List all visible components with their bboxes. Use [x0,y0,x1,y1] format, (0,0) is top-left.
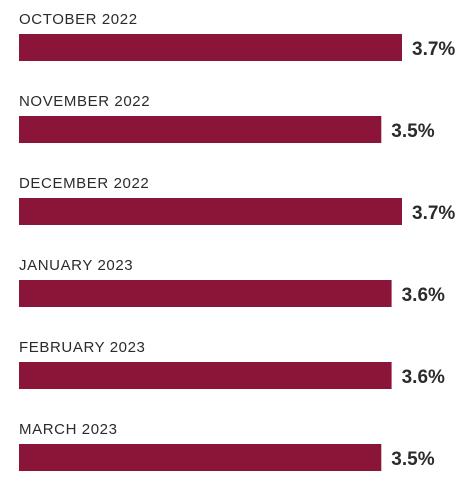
bar [19,444,382,471]
category-label: DECEMBER 2022 [19,175,149,192]
value-label: 3.5% [391,121,434,142]
category-label: MARCH 2023 [19,421,118,438]
category-label: JANUARY 2023 [19,257,133,274]
category-label: NOVEMBER 2022 [19,93,150,110]
value-label: 3.6% [402,285,445,306]
bar [19,280,392,307]
value-label: 3.6% [402,367,445,388]
value-label: 3.5% [391,449,434,470]
category-label: FEBRUARY 2023 [19,339,145,356]
value-label: 3.7% [412,203,455,224]
bar [19,362,392,389]
category-label: OCTOBER 2022 [19,11,138,28]
bar [19,198,402,225]
bar [19,116,382,143]
value-label: 3.7% [412,39,455,60]
bar [19,34,402,61]
